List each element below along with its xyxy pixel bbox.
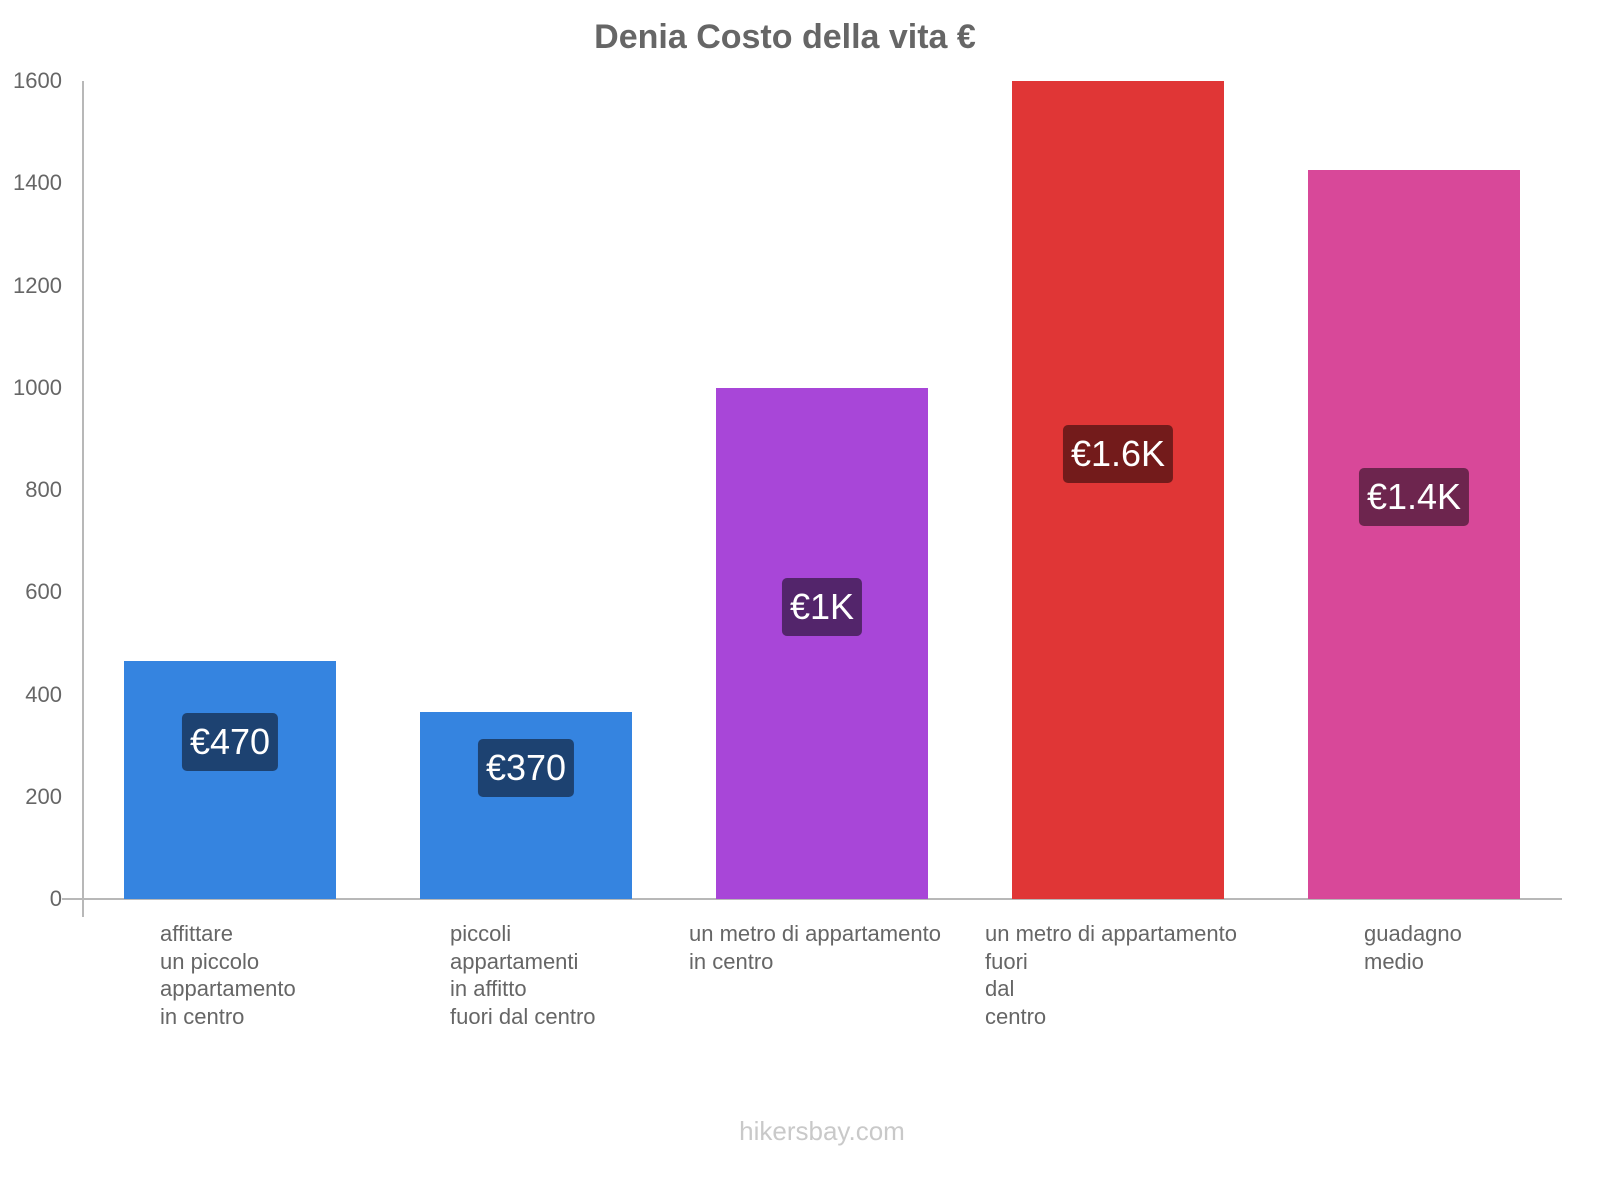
bar-value-label: €1.4K <box>1358 468 1470 526</box>
bar[interactable]: €470 <box>124 661 336 899</box>
bar-value-label: €1K <box>781 578 863 636</box>
bar-value-label: €1.6K <box>1062 425 1174 483</box>
y-tick-label: 1400 <box>13 170 62 196</box>
y-tick-label: 1200 <box>13 272 62 298</box>
y-tick-label: 800 <box>25 477 62 502</box>
bar[interactable]: €1.4K <box>1308 170 1520 899</box>
y-tick-label: 1600 <box>13 68 62 93</box>
y-tick-label: 600 <box>25 579 62 605</box>
x-category-label: guadagno medio <box>1364 921 1462 974</box>
y-tick-label: 400 <box>25 681 62 707</box>
bar[interactable]: €1.6K <box>1012 81 1224 899</box>
y-tick-label: 1000 <box>13 374 62 400</box>
x-axis-line <box>62 898 1562 900</box>
x-category-label: piccoli appartamenti in affitto fuori da… <box>450 921 596 1029</box>
chart-title: Denia Costo della vita € <box>594 18 976 56</box>
bar-value-label: €370 <box>477 738 575 797</box>
bar[interactable]: €1K <box>716 387 928 899</box>
x-category-label: un metro di appartamento in centro <box>689 921 941 974</box>
y-tick-label: 200 <box>25 783 62 809</box>
y-axis-line <box>82 81 84 917</box>
y-tick-label: 0 <box>49 886 62 911</box>
x-category-label: un metro di appartamento fuori dal centr… <box>985 921 1237 1029</box>
x-category-label: affittare un piccolo appartamento in cen… <box>160 921 296 1029</box>
bar[interactable]: €370 <box>420 712 632 899</box>
bar-value-label: €470 <box>181 712 279 771</box>
watermark: hikersbay.com <box>739 1116 905 1146</box>
